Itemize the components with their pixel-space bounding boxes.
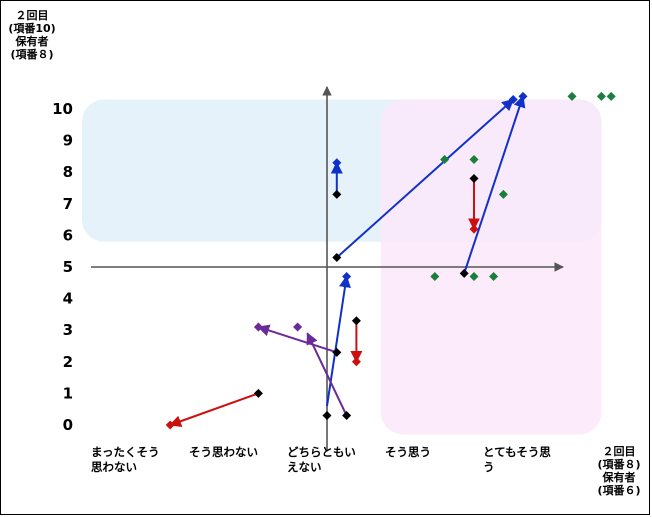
y-tick-label: 1 — [63, 384, 73, 402]
y-tick-label: 7 — [63, 195, 73, 213]
data-point — [322, 411, 332, 421]
change-arrow — [169, 392, 259, 428]
data-point — [440, 155, 450, 165]
data-point — [469, 271, 479, 281]
x-axis-title-line: (項番６) — [597, 484, 641, 497]
data-point — [253, 322, 263, 332]
x-axis-title: ２回目 (項番８) 保有者 (項番６) — [586, 445, 652, 497]
y-tick-label: 2 — [63, 353, 73, 371]
data-point — [430, 271, 440, 281]
x-category-label: そう思う — [385, 445, 431, 459]
y-axis-title-line: (項番10) — [8, 22, 56, 35]
data-point — [459, 268, 469, 278]
y-axis-title-line: ２回目 — [15, 9, 49, 22]
x-category-label: そう思わない — [189, 445, 258, 459]
data-point — [342, 271, 352, 281]
data-point — [332, 347, 342, 357]
change-arrow — [257, 324, 338, 354]
data-point — [253, 388, 263, 398]
data-point — [498, 189, 508, 199]
y-tick-label: 9 — [63, 132, 73, 150]
change-arrow — [463, 95, 526, 274]
y-tick-label: 5 — [63, 258, 73, 276]
x-category-label: えない — [287, 460, 322, 474]
data-point — [332, 253, 342, 263]
data-point — [469, 155, 479, 165]
data-point — [606, 91, 616, 101]
y-tick-label: 10 — [52, 100, 73, 118]
data-point — [596, 91, 606, 101]
x-category-label: う — [483, 460, 495, 474]
data-point — [293, 322, 303, 332]
y-tick-label: 4 — [63, 290, 73, 308]
y-tick-label: 8 — [63, 163, 73, 181]
y-tick-label: 3 — [63, 321, 73, 339]
data-point — [332, 189, 342, 199]
y-axis-title: ２回目 (項番10) 保有者 (項番８) — [7, 9, 57, 61]
data-point — [165, 420, 175, 430]
data-point — [342, 411, 352, 421]
arrow-layer — [169, 95, 526, 428]
change-arrow — [336, 98, 515, 259]
y-axis-title-line: (項番８) — [10, 48, 54, 61]
change-arrow — [326, 275, 351, 407]
x-category-label: まったくそう — [91, 445, 160, 459]
x-category-label: とてもそう思 — [483, 445, 551, 459]
data-point — [332, 158, 342, 168]
data-point — [489, 271, 499, 281]
data-point — [567, 91, 577, 101]
data-point — [351, 316, 361, 326]
change-arrow — [306, 332, 348, 416]
data-point — [508, 95, 518, 105]
x-category-label: どちらともい — [287, 445, 356, 459]
axes-layer — [91, 86, 564, 451]
data-point — [518, 91, 528, 101]
y-tick-label: 0 — [63, 416, 73, 434]
y-tick-label: 6 — [63, 226, 73, 244]
data-point — [469, 174, 479, 184]
y-axis-title-line: 保有者 — [15, 35, 49, 48]
data-point — [351, 357, 361, 367]
point-layer — [165, 91, 616, 430]
x-axis-title-line: 保有者 — [602, 471, 636, 484]
x-category-label: 思わない — [91, 460, 137, 474]
data-point — [469, 224, 479, 234]
x-axis-title-line: (項番８) — [597, 458, 641, 471]
x-axis-title-line: ２回目 — [602, 445, 636, 458]
